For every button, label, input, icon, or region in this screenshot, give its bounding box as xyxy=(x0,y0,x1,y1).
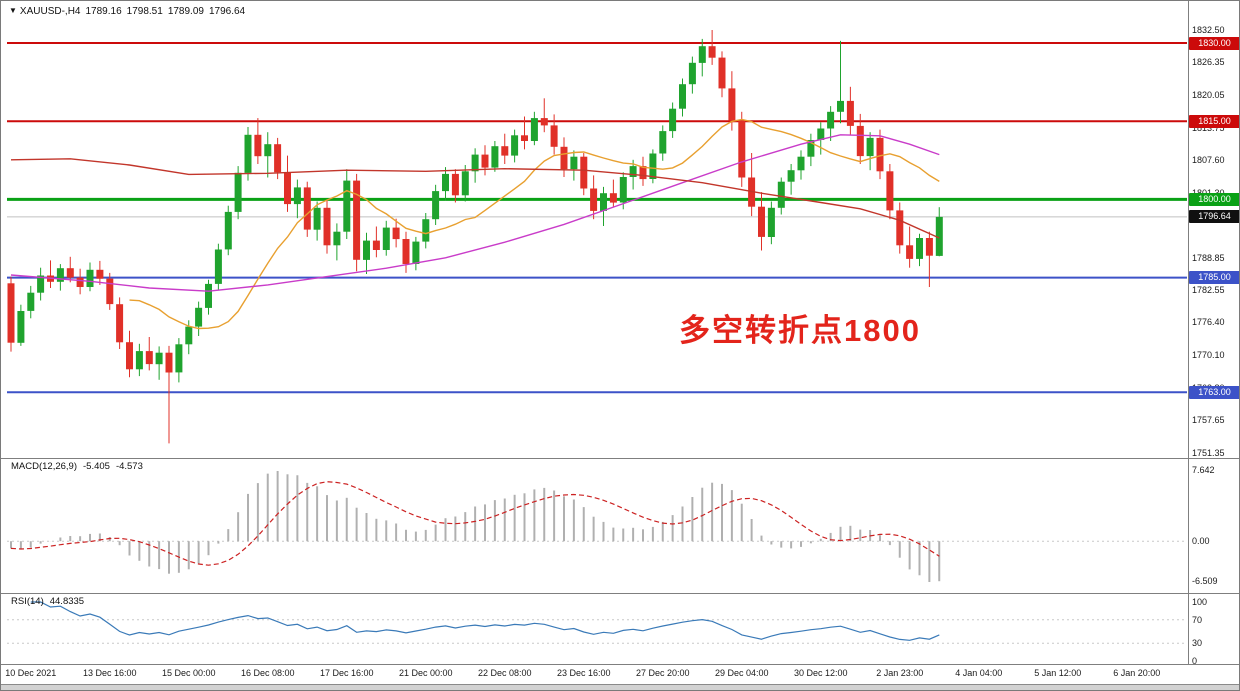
time-axis-label: 16 Dec 08:00 xyxy=(240,668,295,678)
ma-slow-line xyxy=(10,158,940,239)
macd-indicator-label: MACD(12,26,9) -5.405 -4.573 xyxy=(11,461,149,472)
panel-separator[interactable] xyxy=(1,458,1239,459)
time-axis-label: 17 Dec 16:00 xyxy=(319,668,374,678)
chart-title: ▼ XAUUSD-,H4 1789.16 1798.51 1789.09 1796.64 xyxy=(9,6,250,17)
ohlc-open: 1789.16 xyxy=(85,6,122,17)
time-axis-label: 4 Jan 04:00 xyxy=(955,668,1003,678)
time-axis-label: 5 Jan 12:00 xyxy=(1034,668,1082,678)
time-axis-label: 29 Dec 04:00 xyxy=(714,668,769,678)
rsi-indicator-label: RSI(14) 44.8335 xyxy=(11,596,90,607)
rsi-value: 44.8335 xyxy=(49,596,85,607)
macd-signal-value: -4.573 xyxy=(115,461,143,472)
time-axis-label: 22 Dec 08:00 xyxy=(477,668,532,678)
symbol-dropdown-icon[interactable]: ▼ xyxy=(9,6,17,15)
time-axis-label: 2 Jan 23:00 xyxy=(876,668,924,678)
rsi-line xyxy=(30,601,940,641)
main-chart[interactable] xyxy=(1,1,1240,665)
macd-histogram xyxy=(10,471,941,582)
chart-annotation: 多空转折点1800 xyxy=(679,313,921,348)
time-axis-label: 30 Dec 12:00 xyxy=(793,668,848,678)
ohlc-high: 1798.51 xyxy=(126,6,163,17)
symbol-timeframe-label: XAUUSD-,H4 xyxy=(19,6,81,17)
ma-medium-line xyxy=(10,134,940,292)
window-bottom-edge xyxy=(1,684,1239,690)
level-lines xyxy=(7,42,1187,394)
price-axis-divider xyxy=(1188,1,1189,665)
rsi-name: RSI(14) xyxy=(11,596,44,607)
time-axis-label: 6 Jan 20:00 xyxy=(1113,668,1161,678)
macd-main-value: -5.405 xyxy=(83,461,110,472)
time-axis-label: 15 Dec 00:00 xyxy=(161,668,216,678)
time-axis-label: 27 Dec 20:00 xyxy=(635,668,690,678)
macd-signal-line xyxy=(10,481,940,566)
ma-fast-line xyxy=(129,118,940,330)
macd-name: MACD(12,26,9) xyxy=(11,461,77,472)
time-axis-label: 23 Dec 16:00 xyxy=(556,668,611,678)
ohlc-low: 1789.09 xyxy=(167,6,204,17)
time-axis-label: 10 Dec 2021 xyxy=(5,668,57,678)
panel-separator xyxy=(1,664,1239,665)
panel-separator[interactable] xyxy=(1,593,1239,594)
candles[interactable] xyxy=(7,30,943,444)
time-axis-label: 21 Dec 00:00 xyxy=(398,668,453,678)
time-axis-label: 13 Dec 16:00 xyxy=(82,668,137,678)
ohlc-close: 1796.64 xyxy=(208,6,246,17)
